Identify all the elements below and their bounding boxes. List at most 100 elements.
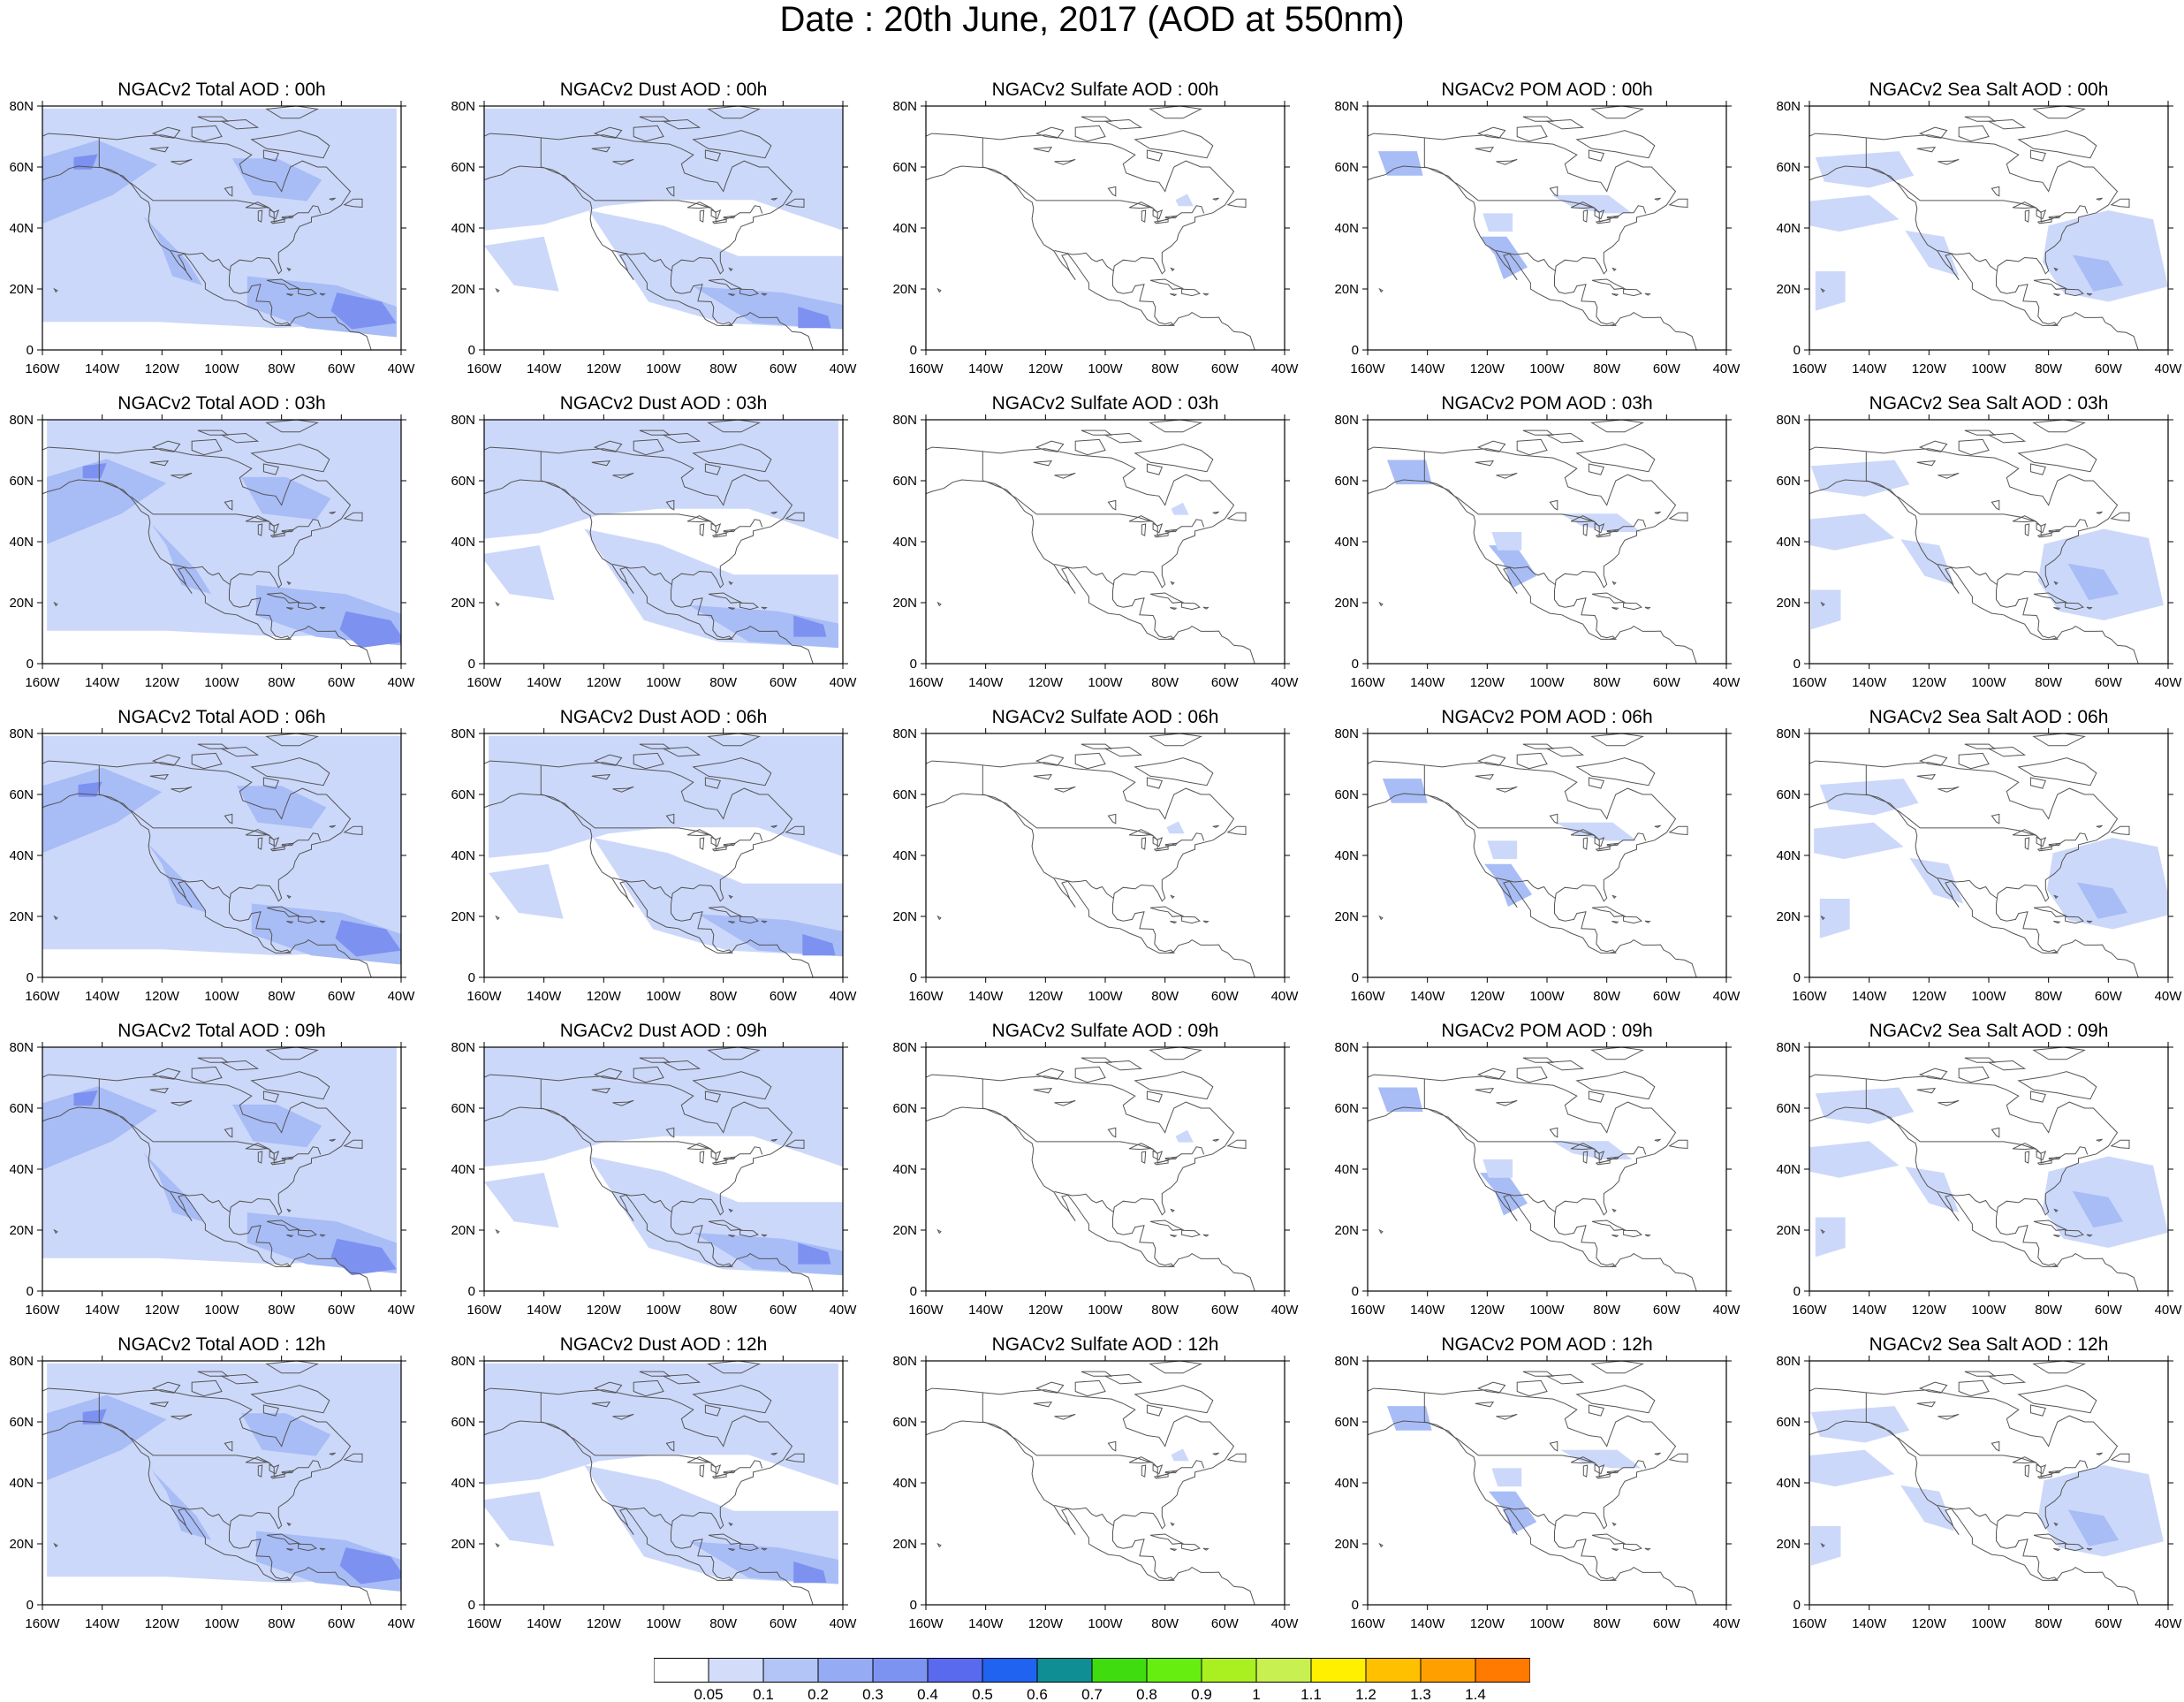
- island-outline: [2065, 1229, 2084, 1238]
- island-outline: [1654, 1138, 1661, 1142]
- coastline: [484, 133, 793, 326]
- island-outline: [708, 906, 743, 917]
- lon-tick-label: 120W: [145, 361, 180, 376]
- island-outline: [1134, 130, 1214, 159]
- country-border: [1423, 1078, 1647, 1164]
- lon-tick-label: 160W: [25, 989, 60, 1004]
- aod-shading: [489, 863, 564, 919]
- island-outline: [191, 1379, 223, 1397]
- island-outline: [1103, 746, 1143, 757]
- lat-tick-label: 0: [1793, 1598, 1801, 1613]
- lake-outline: [1164, 215, 1179, 219]
- island-outline: [1134, 757, 1214, 786]
- lake-outline: [281, 215, 295, 219]
- lat-tick-label: 80N: [451, 1040, 475, 1055]
- lon-tick-label: 100W: [646, 1616, 681, 1631]
- island-outline: [1149, 278, 1185, 290]
- island-outline: [319, 1547, 326, 1551]
- island-outline: [1623, 1229, 1642, 1238]
- lake-outline: [1475, 774, 1495, 780]
- lon-tick-label: 40W: [1713, 675, 1741, 690]
- island-outline: [2033, 906, 2068, 917]
- island-outline: [937, 915, 942, 921]
- aod-shading: [231, 158, 322, 201]
- lat-tick-label: 0: [468, 1598, 475, 1613]
- lat-tick-label: 40N: [9, 848, 34, 863]
- island-outline: [1590, 106, 1644, 119]
- lon-tick-label: 60W: [2095, 675, 2123, 690]
- lake-outline: [1606, 1156, 1620, 1160]
- island-outline: [785, 825, 805, 836]
- lake-outline: [1916, 460, 1937, 467]
- coastline: [1809, 760, 2119, 954]
- lat-tick-label: 20N: [892, 596, 917, 611]
- lon-tick-label: 80W: [1151, 1303, 1179, 1318]
- island-outline: [2017, 1071, 2097, 1100]
- country-border: [1054, 564, 1114, 586]
- island-outline: [1918, 754, 1948, 766]
- country-border: [98, 451, 322, 536]
- aod-shading: [1819, 779, 1919, 816]
- island-outline: [1918, 1381, 1948, 1394]
- island-outline: [1987, 1060, 2027, 1071]
- island-outline: [708, 592, 743, 604]
- island-outline: [262, 777, 279, 789]
- aod-shading: [78, 781, 102, 797]
- island-outline: [2065, 602, 2084, 611]
- country-border: [1938, 1191, 1998, 1213]
- aod-shading: [2037, 1465, 2164, 1557]
- lake-outline: [699, 1151, 705, 1164]
- island-outline: [319, 293, 326, 296]
- island-outline: [2032, 1047, 2086, 1060]
- lake-outline: [1475, 1402, 1495, 1408]
- island-outline: [1378, 915, 1384, 921]
- lon-tick-label: 60W: [1653, 1303, 1681, 1318]
- coastline: [1167, 625, 1255, 664]
- lat-tick-label: 20N: [1334, 282, 1359, 297]
- island-outline: [266, 906, 301, 917]
- island-outline: [2029, 1090, 2046, 1103]
- lat-tick-label: 40N: [1334, 221, 1359, 236]
- lat-tick-label: 20N: [1776, 1537, 1801, 1552]
- lake-outline: [1606, 842, 1620, 847]
- island-outline: [1181, 1543, 1201, 1552]
- lake-outline: [1938, 1413, 1960, 1420]
- island-outline: [151, 1068, 181, 1080]
- aod-shading: [2067, 1509, 2120, 1546]
- panel-title: NGACv2 POM AOD : 00h: [1441, 80, 1653, 100]
- lon-tick-label: 80W: [2035, 989, 2063, 1004]
- country-border: [171, 1505, 231, 1527]
- island-outline: [1170, 921, 1178, 924]
- aod-shading: [1905, 230, 1960, 277]
- aod-shading: [484, 1047, 843, 1167]
- lake-outline: [1153, 846, 1169, 852]
- island-outline: [1987, 746, 2027, 757]
- lat-tick-label: 80N: [1334, 99, 1359, 114]
- lat-tick-label: 60N: [1334, 160, 1359, 175]
- island-outline: [2096, 197, 2103, 201]
- lat-tick-label: 40N: [451, 535, 475, 550]
- panel-title: NGACv2 Dust AOD : 09h: [559, 1021, 768, 1041]
- lake-outline: [269, 209, 280, 220]
- lon-tick-label: 120W: [1912, 989, 1947, 1004]
- lon-tick-label: 100W: [1529, 1616, 1565, 1631]
- aod-shading: [1491, 532, 1522, 551]
- coastline: [2051, 938, 2139, 977]
- lake-outline: [723, 1470, 737, 1474]
- lat-tick-label: 0: [27, 1284, 34, 1299]
- lake-outline: [1107, 1440, 1117, 1452]
- island-outline: [298, 916, 317, 924]
- island-outline: [495, 1542, 500, 1548]
- lake-outline: [1496, 1099, 1518, 1106]
- colorbar-swatch: [1420, 1658, 1476, 1683]
- island-outline: [266, 592, 301, 604]
- aod-shading: [151, 524, 212, 595]
- lon-tick-label: 40W: [830, 675, 858, 690]
- lake-outline: [1594, 1150, 1605, 1161]
- lon-tick-label: 120W: [1912, 675, 1947, 690]
- island-outline: [761, 1234, 768, 1237]
- lake-outline: [1164, 528, 1179, 533]
- island-outline: [1918, 126, 1948, 139]
- lat-tick-label: 60N: [1776, 1415, 1801, 1430]
- lon-tick-label: 100W: [646, 1303, 681, 1318]
